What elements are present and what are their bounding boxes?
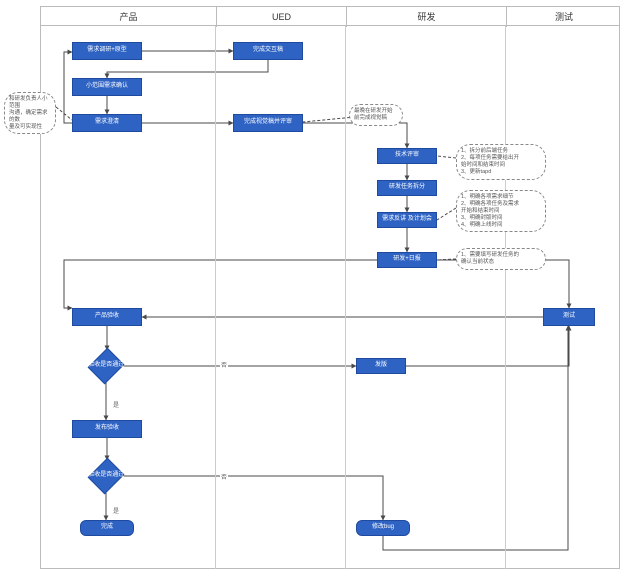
callout-line: 3、更新tapd xyxy=(461,169,541,176)
node-n15: 验收是否通过 xyxy=(90,460,122,492)
callout-line: 3、明确封版时间 xyxy=(461,215,541,222)
edge-label-e12: 否 xyxy=(220,360,228,369)
node-n2: 完成交互稿 xyxy=(233,42,303,60)
callout-line: 开始和结束时间 xyxy=(461,208,541,215)
callout-line: 始时间和结束时间 xyxy=(461,162,541,169)
callout-line: 1、明确各项需求细节 xyxy=(461,194,541,201)
lane-border xyxy=(345,26,346,569)
callout-line: 沟通，确定需求的数 xyxy=(9,110,51,124)
edge-cA3 xyxy=(437,156,456,158)
callout-line: 1、需要填写研发任务的 xyxy=(461,252,541,259)
callout-line: 和研发负责人小范围 xyxy=(9,96,51,110)
node-n12: 验收是否通过 xyxy=(90,350,122,382)
node-label: 验收是否通过 xyxy=(88,362,124,369)
edge-e13 xyxy=(406,326,569,366)
edge-label-e17: 否 xyxy=(220,472,228,481)
callout-line: 2、明确各项任务及需求 xyxy=(461,201,541,208)
node-label: 验收是否通过 xyxy=(88,472,124,479)
edge-e18 xyxy=(383,326,568,550)
callout-line: 量及可实现性 xyxy=(9,124,51,131)
node-n8: 需求反讲 及计划会 xyxy=(377,212,437,228)
callout-c4: 1、明确各项需求细节2、明确各项任务及需求开始和结束时间3、明确封版时间4、明确… xyxy=(456,190,546,232)
node-n17: 修改bug xyxy=(356,520,410,536)
node-n7: 研发任务拆分 xyxy=(377,180,437,196)
edge-label-e16: 是 xyxy=(112,506,120,515)
callout-c5: 1、需要填写研发任务的确认当前状态 xyxy=(456,248,546,270)
edge-e19 xyxy=(64,260,377,308)
callout-c1: 和研发负责人小范围沟通，确定需求的数量及可实现性 xyxy=(4,92,56,134)
callout-c2: 最晚在研发开始前完成视觉稿 xyxy=(349,104,403,126)
edge-e5 xyxy=(303,123,407,148)
edge-e2 xyxy=(107,60,268,78)
callout-line: 确认当前状态 xyxy=(461,259,541,266)
node-n14: 发布验收 xyxy=(72,420,142,438)
edge-cA4 xyxy=(437,208,456,220)
callout-line: 最晚在研发开始 xyxy=(354,108,398,115)
node-n11: 产品验收 xyxy=(72,308,142,326)
node-n1: 需求调研+原型 xyxy=(72,42,142,60)
node-n9: 研发+日报 xyxy=(377,252,437,268)
node-n13: 发版 xyxy=(356,358,406,374)
callout-line: 2、每项任务需要给出开 xyxy=(461,155,541,162)
callout-line: 前完成视觉稿 xyxy=(354,115,398,122)
node-n6: 技术评审 xyxy=(377,148,437,164)
lane-border xyxy=(505,26,506,569)
callout-line: 1、拆分前后端任务 xyxy=(461,148,541,155)
callout-c3: 1、拆分前后端任务2、每项任务需要给出开始时间和结束时间3、更新tapd xyxy=(456,144,546,180)
edge-e20 xyxy=(64,52,72,123)
node-n3: 小范围需求确认 xyxy=(72,78,142,96)
node-n16: 完成 xyxy=(80,520,134,536)
callout-line: 4、明确上线时间 xyxy=(461,222,541,229)
edge-label-e14: 是 xyxy=(112,400,120,409)
edge-e17 xyxy=(122,476,383,520)
lane-border xyxy=(215,26,216,569)
node-n4: 需求澄清 xyxy=(72,114,142,132)
node-n10: 测试 xyxy=(543,308,595,326)
node-n5: 完成视觉稿并评审 xyxy=(233,114,303,132)
